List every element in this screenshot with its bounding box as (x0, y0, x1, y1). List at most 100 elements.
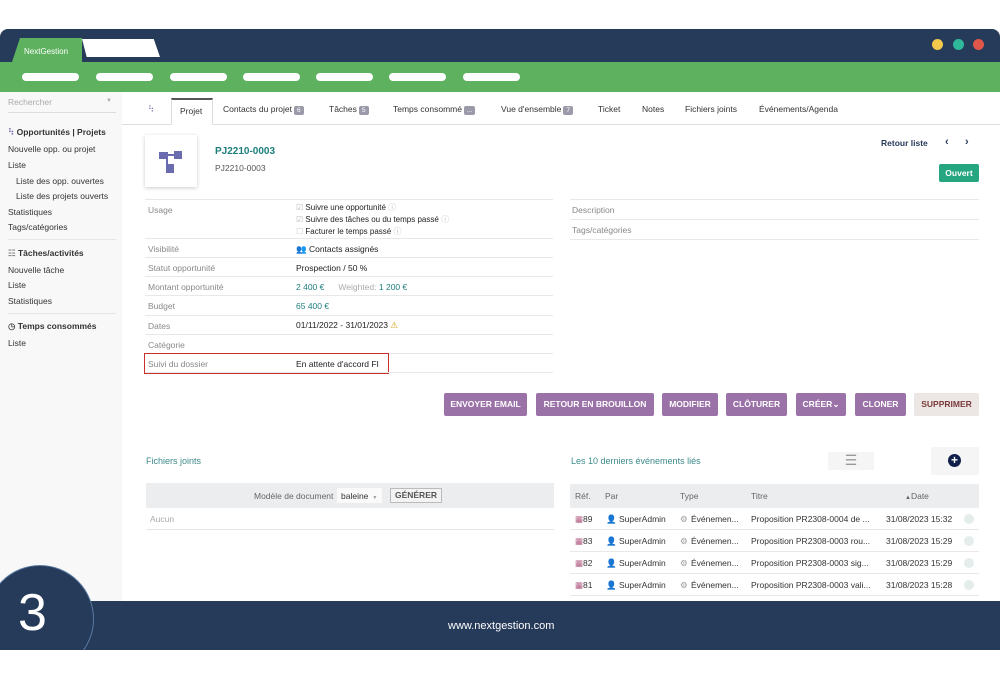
checkbox-checked-icon[interactable]: ☑ (296, 215, 304, 224)
new-tab[interactable] (82, 39, 160, 57)
divider (570, 219, 979, 220)
field-row-category (145, 335, 553, 354)
checkbox-checked-icon[interactable]: ☑ (296, 203, 304, 212)
tab-vue[interactable]: Vue d'ensemble 7 (501, 104, 574, 115)
tab-ticket[interactable]: Ticket (598, 104, 621, 114)
sidebar-heading-projects[interactable]: ⠳ Opportunités | Projets (8, 127, 106, 138)
tab-projet[interactable]: Projet (171, 98, 213, 125)
sidebar-item[interactable]: Tags/catégories (8, 222, 68, 232)
event-title[interactable]: Proposition PR2308-0003 sig... (751, 558, 869, 568)
user-icon: 👤 (606, 580, 617, 590)
back-to-list-link[interactable]: Retour liste (881, 138, 928, 148)
event-row[interactable]: ▦ 👤 ⚙ 81 SuperAdmin Événemen... Proposition PR… (570, 574, 979, 596)
project-icon (159, 151, 182, 173)
menu-placeholder[interactable] (96, 73, 153, 81)
generate-button[interactable]: GÉNÉRER (390, 488, 442, 503)
tab-label: Vue d'ensemble (501, 104, 562, 114)
checkbox-icon[interactable]: ☐ (296, 227, 304, 236)
tab-evenements[interactable]: Événements/Agenda (759, 104, 838, 114)
tab-contacts[interactable]: Contacts du projet 6 (223, 104, 304, 115)
tab-notes[interactable]: Notes (642, 104, 665, 114)
option-label: Suivre des tâches ou du temps passé (305, 215, 439, 224)
gear-icon: ⚙ (680, 558, 688, 568)
column-header[interactable]: Titre (751, 491, 768, 501)
maximize-dot[interactable] (953, 39, 964, 50)
sidebar-item[interactable]: Statistiques (8, 207, 52, 217)
usage-option[interactable]: ☐ Facturer le temps passé ⓘ (296, 226, 449, 238)
menu-placeholder[interactable] (463, 73, 520, 81)
menu-placeholder[interactable] (22, 73, 79, 81)
tab-temps[interactable]: Temps consommé... (393, 104, 476, 115)
budget-value: 65 400 € (296, 301, 330, 311)
sidebar-item[interactable]: Liste (8, 280, 26, 290)
search-select[interactable]: Rechercher ▼ (8, 97, 116, 113)
sidebar-heading-time[interactable]: ◷ Temps consommés (8, 321, 97, 332)
warning-icon: ⚠ (390, 320, 399, 330)
back-to-draft-button[interactable]: RETOUR EN BROUILLON (536, 393, 654, 416)
send-email-button[interactable]: ENVOYER EMAIL (444, 393, 527, 416)
template-select[interactable]: baleine ▼ (337, 488, 382, 503)
clone-button[interactable]: CLONER (855, 393, 906, 416)
footer-url[interactable]: www.nextgestion.com (448, 620, 555, 632)
status-badge: Ouvert (939, 164, 979, 182)
tab-fichiers[interactable]: Fichiers joints (685, 104, 737, 114)
sidebar-item[interactable]: Liste des projets ouverts (16, 191, 109, 201)
field-row-usage (145, 199, 553, 239)
sidebar (0, 92, 122, 601)
tab-label: Projet (180, 106, 203, 116)
menu-placeholder[interactable] (243, 73, 300, 81)
delete-button[interactable]: SUPPRIMER (914, 393, 979, 416)
chevron-down-icon: ▼ (106, 98, 112, 104)
event-title[interactable]: Proposition PR2308-0004 de ... (751, 514, 870, 524)
field-label: Usage (148, 205, 173, 215)
divider (570, 239, 979, 240)
template-label: Modèle de document (254, 491, 334, 501)
event-row[interactable]: ▦ 👤 ⚙ 83 SuperAdmin Événemen... Proposition PR… (570, 530, 979, 552)
button-label: CRÉER (802, 399, 833, 409)
gear-icon: ⚙ (680, 536, 688, 546)
sidebar-item[interactable]: Liste des opp. ouvertes (16, 176, 104, 186)
sidebar-item[interactable]: Nouvelle tâche (8, 265, 65, 275)
add-event-button[interactable]: + (931, 447, 979, 475)
event-type: Événemen... (691, 558, 739, 568)
event-date: 31/08/2023 15:29 (886, 558, 953, 568)
column-header[interactable]: Par (605, 491, 619, 501)
option-label: Facturer le temps passé (305, 227, 392, 236)
tab-badge: 7 (563, 106, 574, 115)
sidebar-item[interactable]: Liste (8, 338, 26, 348)
close-dot[interactable] (973, 39, 984, 50)
modify-button[interactable]: MODIFIER (662, 393, 718, 416)
sort-asc-icon: ▲ (905, 495, 911, 501)
bottom-margin (0, 650, 1000, 679)
tabs-border (122, 124, 1000, 125)
menu-placeholder[interactable] (389, 73, 446, 81)
event-row[interactable]: ▦ 👤 ⚙ 82 SuperAdmin Événemen... Proposition PR… (570, 552, 979, 574)
menu-placeholder[interactable] (316, 73, 373, 81)
dates-value: 01/11/2022 - 31/01/2023 (296, 320, 389, 330)
close-project-button[interactable]: CLÔTURER (726, 393, 787, 416)
menu-placeholder[interactable] (170, 73, 227, 81)
heading-label: Tâches/activités (17, 248, 84, 258)
sidebar-item[interactable]: Nouvelle opp. ou projet (8, 144, 96, 154)
next-icon[interactable]: › (965, 136, 969, 148)
usage-option[interactable]: ☑ Suivre des tâches ou du temps passé ⓘ (296, 214, 449, 226)
column-header[interactable]: Type (680, 491, 699, 501)
event-title[interactable]: Proposition PR2308-0003 rou... (751, 536, 871, 546)
field-label: Budget (148, 301, 175, 311)
column-header[interactable]: Réf. (575, 491, 591, 501)
column-header-date[interactable]: ▲Date (905, 491, 929, 501)
event-type: Événemen... (691, 536, 739, 546)
event-title[interactable]: Proposition PR2308-0003 vali... (751, 580, 871, 590)
sidebar-item[interactable]: Liste (8, 160, 26, 170)
heading-label: Opportunités | Projets (16, 127, 106, 137)
event-row[interactable]: ▦ 👤 ⚙ 89 SuperAdmin Événemen... Proposition PR… (570, 508, 979, 530)
tab-taches[interactable]: Tâches 5 (329, 104, 369, 115)
app-tab[interactable]: NextGestion (12, 38, 82, 62)
sidebar-item[interactable]: Statistiques (8, 296, 52, 306)
usage-option[interactable]: ☑ Suivre une opportunité ⓘ (296, 202, 449, 214)
list-view-button[interactable]: ☰ (828, 452, 874, 470)
minimize-dot[interactable] (932, 39, 943, 50)
create-dropdown-button[interactable]: CRÉER⌄ (796, 393, 846, 416)
previous-icon[interactable]: ‹ (945, 136, 949, 148)
sidebar-heading-tasks[interactable]: ☷ Tâches/activités (8, 248, 84, 259)
